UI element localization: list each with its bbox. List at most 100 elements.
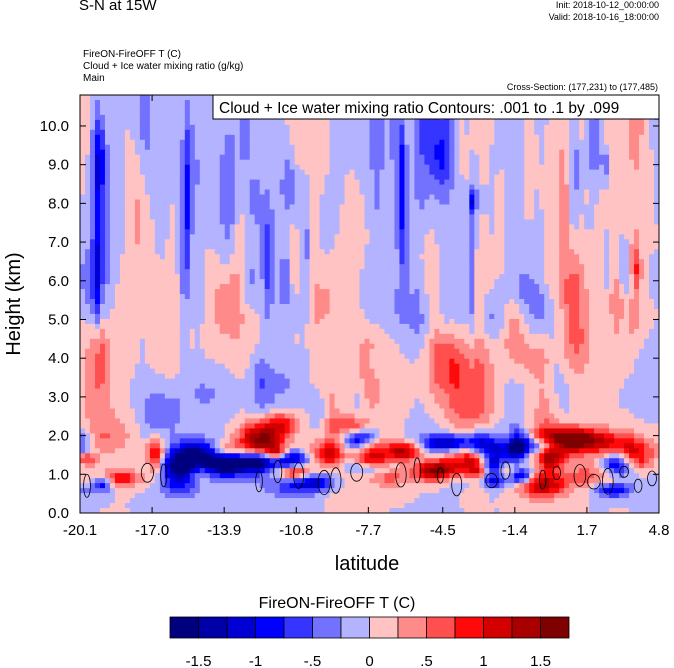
field-cell — [404, 304, 411, 310]
field-cell — [379, 264, 386, 270]
field-cell — [209, 224, 216, 230]
field-cell — [429, 294, 435, 300]
field-cell — [334, 244, 341, 250]
field-cell — [574, 199, 580, 206]
field-cell — [154, 204, 161, 211]
field-cell — [379, 199, 386, 206]
field-cell — [479, 154, 485, 161]
field-cell — [159, 144, 166, 151]
field-cell — [219, 219, 226, 225]
field-cell — [364, 239, 371, 245]
field-cell — [569, 199, 575, 206]
field-cell — [80, 264, 86, 270]
field-cell — [464, 144, 470, 151]
field-cell — [309, 299, 316, 305]
field-cell — [379, 274, 386, 280]
field-cell — [529, 224, 535, 230]
field-cell — [444, 214, 450, 221]
field-cell — [374, 239, 381, 245]
field-cell — [244, 299, 251, 305]
field-cell — [619, 174, 625, 181]
field-cell — [389, 199, 396, 206]
field-cell — [339, 159, 346, 166]
field-cell — [319, 304, 326, 310]
field-cell — [434, 254, 440, 260]
field-cell — [274, 119, 281, 126]
field-cell — [374, 149, 381, 156]
field-cell — [424, 189, 430, 196]
field-cell — [144, 184, 151, 191]
field-cell — [164, 264, 171, 270]
field-cell — [80, 289, 86, 295]
field-cell — [354, 259, 361, 265]
field-cell — [299, 154, 306, 161]
field-cell — [294, 214, 301, 221]
field-cell — [469, 149, 475, 156]
field-cell — [574, 179, 580, 186]
field-cell — [479, 174, 485, 181]
field-cell — [80, 308, 86, 315]
field-cell — [269, 209, 276, 216]
field-cell — [379, 294, 386, 300]
field-cell — [519, 294, 525, 300]
field-cell — [389, 214, 396, 221]
field-cell — [409, 214, 416, 221]
field-cell — [364, 299, 371, 305]
field-cell — [384, 164, 391, 171]
field-cell — [80, 304, 86, 310]
field-cell — [239, 139, 246, 146]
field-cell — [244, 174, 251, 181]
field-cell — [424, 274, 430, 280]
field-cell — [374, 124, 381, 131]
field-cell — [489, 129, 495, 136]
field-cell — [159, 174, 166, 181]
field-cell — [549, 299, 555, 305]
field-cell — [459, 209, 465, 216]
field-cell — [584, 264, 590, 270]
field-cell — [609, 209, 615, 216]
field-cell — [279, 299, 286, 305]
field-cell — [114, 159, 121, 166]
field-cell — [519, 254, 525, 260]
field-cell — [469, 294, 475, 300]
field-cell — [374, 194, 381, 201]
field-cell — [439, 284, 445, 290]
field-cell — [314, 214, 321, 221]
field-cell — [609, 159, 615, 166]
field-cell — [629, 129, 635, 136]
field-cell — [214, 229, 221, 235]
field-cell — [629, 134, 635, 141]
field-cell — [424, 209, 430, 216]
field-cell — [544, 284, 550, 290]
field-cell — [119, 134, 126, 141]
field-cell — [119, 184, 126, 191]
field-cell — [149, 229, 156, 235]
field-cell — [464, 294, 470, 300]
field-cell — [179, 154, 186, 161]
field-cell — [569, 164, 575, 171]
field-cell — [564, 164, 570, 171]
field-cell — [364, 304, 371, 310]
field-cell — [154, 259, 161, 265]
field-cell — [484, 294, 490, 300]
field-cell — [84, 209, 91, 216]
field-cell — [234, 254, 241, 260]
field-cell — [439, 139, 445, 146]
field-cell — [599, 264, 605, 270]
field-cell — [409, 269, 416, 275]
field-cell — [379, 209, 386, 216]
field-cell — [654, 249, 659, 255]
field-cell — [614, 254, 620, 260]
field-cell — [224, 289, 231, 295]
field-cell — [459, 119, 465, 126]
field-cell — [429, 129, 435, 136]
field-cell — [424, 299, 430, 305]
field-cell — [584, 134, 590, 141]
field-cell — [544, 219, 550, 225]
field-cell — [504, 184, 510, 191]
field-cell — [304, 274, 311, 280]
field-cell — [399, 179, 406, 186]
field-cell — [609, 289, 615, 295]
field-cell — [319, 119, 326, 126]
field-cell — [194, 219, 201, 225]
